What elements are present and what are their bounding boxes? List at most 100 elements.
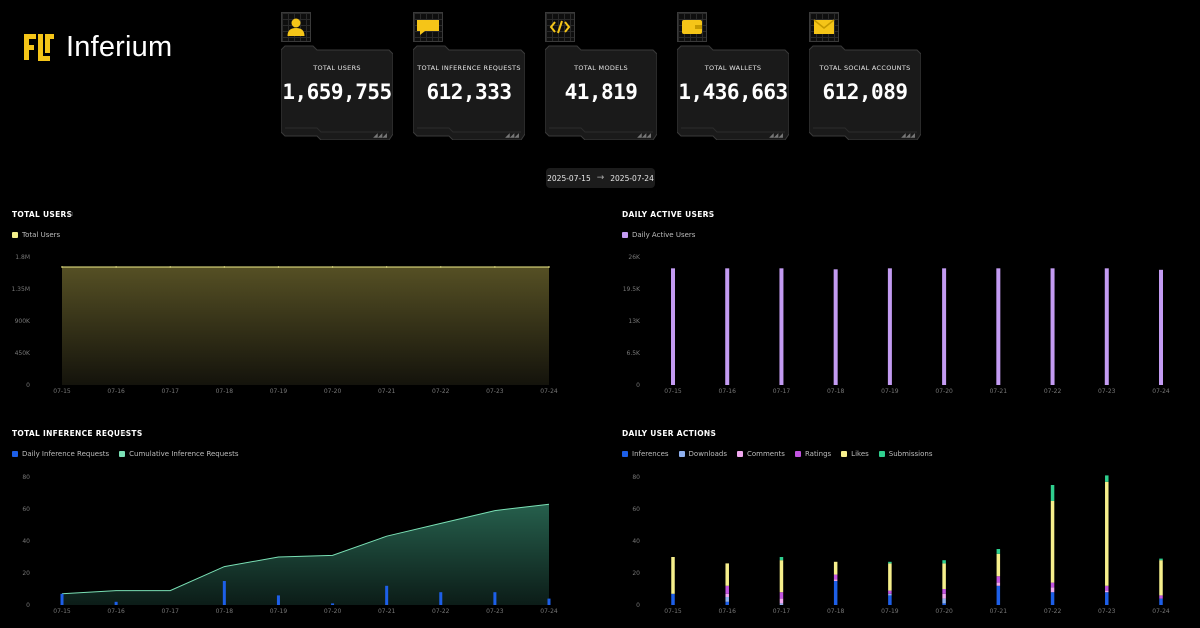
x-tick-label: 07-15 [664, 388, 682, 395]
total-users-point [61, 266, 63, 268]
daily-inference-bar [60, 593, 64, 605]
daily-active-users-bar [887, 268, 892, 385]
x-tick-label: 07-15 [53, 388, 71, 395]
daily-user-actions-title: DAILY USER ACTIONS [622, 429, 717, 438]
total-users-point [439, 266, 442, 268]
legend-inferences: Inferences [632, 450, 669, 458]
date-range-end: 2025-07-24 [610, 173, 654, 183]
stat-card: TOTAL WALLETS 1,436,663 ◢◢◢ [677, 12, 789, 140]
user-actions-segment-ratings [996, 576, 1001, 583]
user-actions-segment-inferences [1050, 592, 1055, 605]
x-tick-label: 07-22 [432, 388, 450, 395]
y-tick-label: 80 [632, 474, 640, 481]
user-actions-segment-comments [833, 579, 838, 581]
x-tick-label: 07-20 [935, 608, 953, 615]
arrow-right-icon: → [596, 173, 605, 183]
y-tick-label: 1.35M [11, 286, 30, 293]
date-range-start: 2025-07-15 [547, 173, 591, 183]
user-actions-segment-comments [725, 593, 729, 597]
expand-icon[interactable]: ⊡ [68, 211, 74, 218]
x-tick-label: 07-18 [827, 388, 845, 395]
x-tick-label: 07-19 [270, 388, 288, 395]
legend-swatch [119, 451, 126, 457]
legend-submissions: Submissions [888, 450, 933, 458]
y-tick-label: 80 [22, 474, 30, 481]
user-actions-segment-ratings [942, 589, 946, 594]
daily-inference-bar [439, 592, 443, 605]
stat-card: TOTAL INFERENCE REQUESTS 612,333 ◢◢◢ [413, 12, 525, 140]
stat-label: TOTAL WALLETS [704, 64, 762, 72]
x-tick-label: 07-18 [216, 388, 234, 395]
user-actions-segment-likes [1159, 560, 1163, 596]
x-tick-label: 07-24 [540, 388, 558, 395]
user-actions-segment-ratings [888, 590, 892, 594]
y-tick-label: 26K [628, 254, 641, 261]
user-actions-legend: Inferences Downloads Comments Ratings Li… [622, 450, 942, 458]
x-tick-label: 07-16 [719, 388, 737, 395]
daily-inference-bar [547, 598, 551, 605]
daily-active-users-bar [1159, 269, 1163, 385]
y-tick-label: 900K [15, 318, 31, 325]
user-actions-segment-likes [1050, 501, 1055, 583]
user-actions-segment-inferences [888, 595, 892, 605]
y-tick-label: 1.8M [15, 254, 30, 261]
x-tick-label: 07-23 [486, 608, 504, 615]
x-tick-label: 07-19 [881, 388, 899, 395]
y-tick-label: 0 [26, 602, 30, 609]
user-actions-segment-inferences [996, 585, 1001, 605]
stat-card-frame [545, 45, 657, 140]
daily-active-users-bar [671, 268, 675, 385]
user-actions-segment-ratings [779, 592, 784, 599]
cumulative-inference-line [61, 503, 550, 595]
legend-swatch [12, 451, 18, 457]
user-actions-segment-submissions [942, 560, 946, 564]
total-users-point [331, 266, 334, 268]
stat-card-frame [281, 45, 393, 140]
stat-label: TOTAL MODELS [574, 64, 628, 72]
stat-label: TOTAL USERS [313, 64, 361, 72]
expand-icon[interactable]: ⊡ [707, 211, 713, 218]
daily-inference-bar [493, 592, 497, 605]
date-range-picker[interactable]: 2025-07-15 → 2025-07-24 [546, 168, 655, 188]
stat-value: 1,659,755 [282, 80, 392, 104]
y-tick-label: 0 [636, 382, 640, 389]
user-actions-segment-ratings [833, 574, 838, 580]
x-tick-label: 07-15 [664, 608, 682, 615]
daily-active-users-bar [833, 269, 838, 385]
stat-card: TOTAL USERS 1,659,755 ◢◢◢ [281, 12, 393, 140]
user-actions-segment-likes [779, 560, 784, 593]
x-tick-label: 07-20 [935, 388, 953, 395]
stat-value: 612,333 [426, 80, 512, 104]
x-tick-label: 07-24 [1152, 608, 1170, 615]
x-tick-label: 07-21 [378, 388, 396, 395]
expand-icon[interactable]: ⊡ [707, 430, 713, 437]
daily-inference-bar [222, 581, 226, 605]
cumulative-inference-area [62, 504, 549, 605]
user-actions-segment-comments [942, 593, 946, 599]
user-actions-segment-comments [996, 582, 1001, 586]
total-users-point [548, 266, 550, 268]
x-tick-label: 07-20 [324, 608, 342, 615]
expand-icon[interactable]: ⊡ [121, 430, 127, 437]
x-tick-label: 07-23 [1098, 388, 1116, 395]
user-actions-segment-likes [942, 563, 946, 589]
total-users-point [115, 266, 117, 268]
wallet-icon [677, 12, 707, 42]
y-tick-label: 20 [632, 570, 640, 577]
user-actions-segment-inferences [833, 581, 838, 605]
chat-icon [413, 12, 443, 42]
user-actions-segment-likes [888, 563, 892, 591]
legend-cumulative-inference: Cumulative Inference Requests [129, 450, 239, 458]
mail-icon [809, 12, 839, 42]
legend-comments: Comments [747, 450, 785, 458]
y-tick-label: 450K [15, 350, 31, 357]
y-tick-label: 20 [22, 570, 30, 577]
stat-card-frame [809, 45, 921, 140]
daily-active-users-bar [779, 268, 784, 385]
corner-decoration-icon: ◢◢◢ [637, 132, 651, 139]
stat-label: TOTAL INFERENCE REQUESTS [417, 64, 521, 72]
user-actions-segment-inferences [1105, 592, 1109, 605]
stat-value: 612,089 [822, 80, 908, 104]
user-actions-segment-submissions [1159, 558, 1163, 561]
